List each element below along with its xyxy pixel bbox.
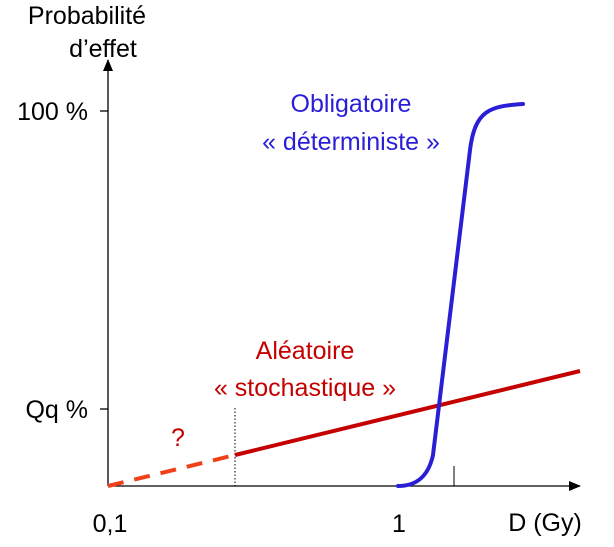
y-tick-label-qq: Qq % <box>25 396 88 424</box>
uncertainty-annotation: ? <box>171 424 185 452</box>
deterministic-label-line2: « déterministe » <box>262 128 440 156</box>
deterministic-label-line1: Obligatoire <box>291 90 412 118</box>
x-axis-label: D (Gy) <box>508 509 582 537</box>
stochastic-curve-extrapolated <box>107 453 236 488</box>
x-tick-label-1: 1 <box>392 510 406 538</box>
deterministic-curve <box>396 102 525 488</box>
stochastic-curve <box>234 369 581 457</box>
stochastic-label-line2: « stochastique » <box>214 374 396 402</box>
x-tick-label-01: 0,1 <box>93 510 128 538</box>
y-tick-label-100: 100 % <box>17 98 88 126</box>
y-axis-label-line1: Probabilité <box>28 2 146 30</box>
stochastic-label-line1: Aléatoire <box>256 337 355 365</box>
y-axis-label-line2: d’effet <box>69 35 137 63</box>
